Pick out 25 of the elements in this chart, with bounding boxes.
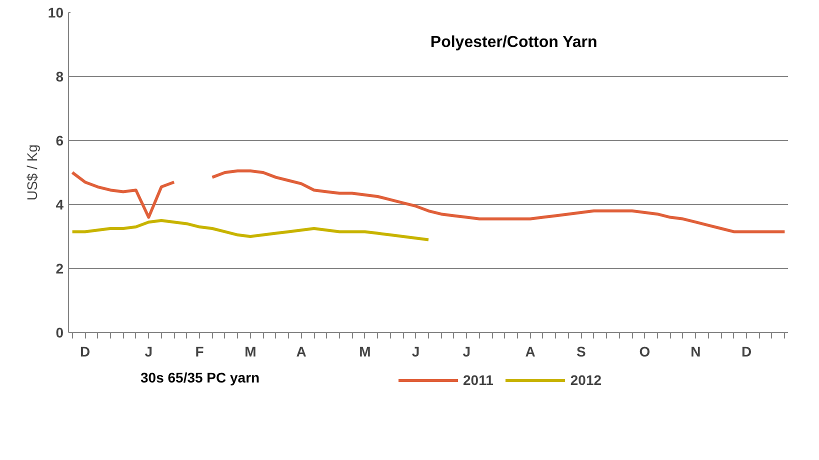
- x-tick-label: J: [144, 344, 153, 360]
- x-tick-label: J: [412, 344, 420, 360]
- x-tick-label: M: [359, 344, 371, 360]
- x-tick-label: N: [690, 344, 701, 360]
- y-tick-label: 4: [56, 196, 64, 212]
- y-tick-label: 0: [56, 324, 64, 340]
- text: Polyester/Cotton Yarn: [430, 34, 598, 51]
- x-tick-label: M: [244, 344, 256, 360]
- x-tick-label: J: [462, 344, 471, 360]
- legend-title: 30s 65/35 PC yarn: [140, 370, 260, 386]
- x-tick-label: O: [639, 344, 650, 360]
- y-tick-label: 2: [56, 260, 64, 276]
- y-tick-label: 6: [56, 132, 64, 148]
- y-axis-title: US$ / Kg: [24, 144, 40, 201]
- y-tick-label: 8: [56, 68, 64, 84]
- x-tick-label: A: [296, 344, 306, 360]
- x-tick-label: S: [576, 344, 586, 360]
- legend-label: 2011: [463, 372, 494, 388]
- line-series: [70, 219, 430, 242]
- x-tick-label: A: [525, 344, 536, 360]
- x-tick-label: D: [80, 344, 90, 360]
- x-tick-label: F: [195, 344, 204, 360]
- legend-label: 2012: [570, 372, 602, 388]
- y-tick-label: 10: [48, 4, 64, 20]
- x-tick-label: D: [741, 344, 752, 360]
